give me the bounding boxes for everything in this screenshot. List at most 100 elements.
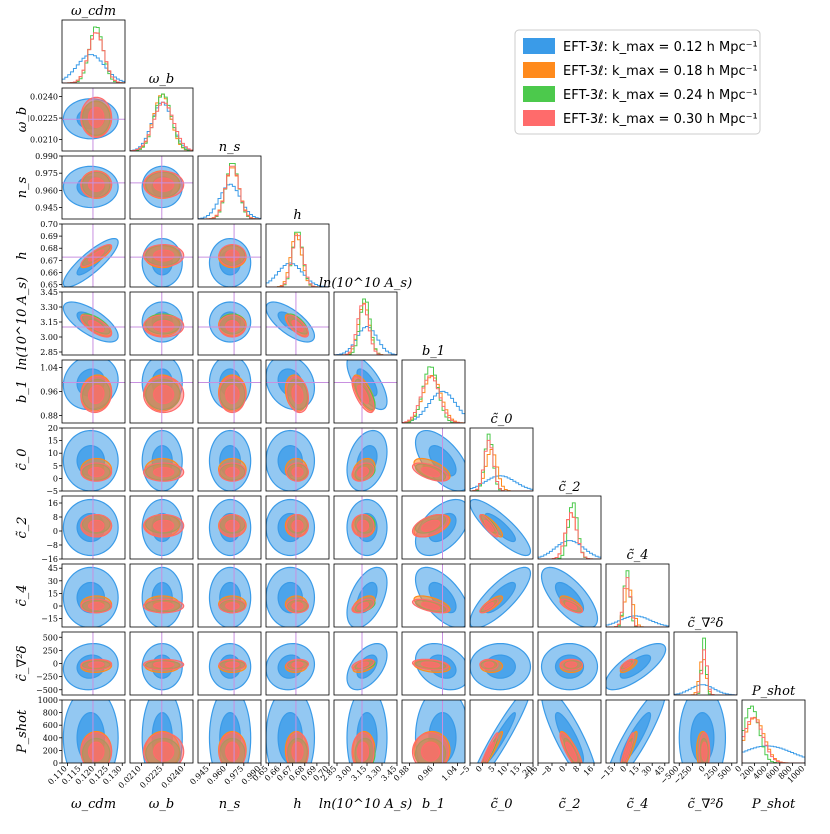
y-tick-label-9-0: −500 xyxy=(36,686,58,695)
panel-5-5 xyxy=(401,359,466,424)
contour-9-6-series-3-sigma1 xyxy=(483,661,495,668)
legend-label-1: EFT-3ℓ: k_max = 0.18 h Mpc⁻¹ xyxy=(563,64,758,79)
panel-3-3 xyxy=(265,223,330,288)
panel-frame xyxy=(129,563,194,628)
contour-8-0-series-3-sigma1 xyxy=(87,602,105,610)
y-tick-label-8-1: 0 xyxy=(53,602,58,611)
x-axis-label-6: c̃_0 xyxy=(490,797,512,812)
panel-1-0 xyxy=(59,87,126,152)
panel-frame xyxy=(61,563,126,628)
x-axis-label-3: h xyxy=(293,797,301,812)
panel-frame xyxy=(401,631,466,696)
histogram-4-series-3 xyxy=(334,303,397,355)
panel-frame xyxy=(265,495,330,560)
contour-7-6-series-3-sigma1 xyxy=(483,519,495,532)
y-tick-label-3-2: 0.67 xyxy=(40,256,58,265)
panel-frame xyxy=(129,359,194,424)
y-tick-label-9-3: 250 xyxy=(43,646,58,655)
contour-9-8-series-0-sigma1 xyxy=(619,654,652,679)
panel-6-4 xyxy=(333,427,398,492)
y-tick-label-10-4: 800 xyxy=(43,709,58,718)
panel-6-0 xyxy=(59,427,126,492)
histogram-7-series-0 xyxy=(538,540,601,559)
panel-10-0 xyxy=(59,699,126,766)
panel-frame xyxy=(129,155,194,220)
y-tick-label-2-2: 0.975 xyxy=(35,169,58,178)
y-tick-label-7-1: −8 xyxy=(46,541,58,550)
y-tick-label-8-0: −15 xyxy=(41,615,58,624)
contour-8-4-series-3-sigma1 xyxy=(356,602,370,610)
legend-swatch-0 xyxy=(523,38,555,54)
x-tick-label-4-2: 3.15 xyxy=(349,764,368,783)
diagonal-title-3: h xyxy=(293,208,301,223)
y-tick-label-3-3: 0.68 xyxy=(40,244,58,253)
diagonal-title-9: c̃_∇²δ xyxy=(688,616,724,631)
legend-label-2: EFT-3ℓ: k_max = 0.24 h Mpc⁻¹ xyxy=(563,88,758,103)
contour-9-8-series-3-sigma1 xyxy=(623,661,631,668)
contour-7-4-series-3-sigma1 xyxy=(356,519,370,532)
panel-6-1 xyxy=(129,427,194,492)
y-axis-label-10: P_shot xyxy=(15,709,30,754)
y-tick-label-2-0: 0.945 xyxy=(35,204,58,213)
panel-4-1 xyxy=(129,291,194,356)
contour-1-0-series-3-sigma1 xyxy=(87,106,105,128)
contour-4-3-series-3-sigma1 xyxy=(291,319,304,333)
legend-swatch-1 xyxy=(523,62,555,78)
panel-8-8 xyxy=(605,563,670,628)
x-axis-label-10: P_shot xyxy=(751,797,796,812)
diagonal-title-7: c̃_2 xyxy=(558,480,580,495)
contour-10-2-series-3-sigma1 xyxy=(225,741,240,762)
histogram-8-series-0 xyxy=(606,615,669,627)
panel-9-5 xyxy=(401,631,466,696)
panel-frame xyxy=(605,631,670,696)
contour-9-0-series-3-sigma1 xyxy=(87,661,105,668)
y-axis-label-5: b_1 xyxy=(15,380,30,403)
legend-frame xyxy=(514,29,761,135)
contour-3-0-series-3-sigma1 xyxy=(87,249,105,262)
y-tick-label-8-3: 30 xyxy=(48,577,58,586)
contour-10-7-series-3-sigma1 xyxy=(565,741,578,762)
panel-frame xyxy=(469,631,534,696)
y-tick-label-6-0: −5 xyxy=(46,487,58,496)
panel-frame xyxy=(197,291,262,356)
x-axis-label-8: c̃_4 xyxy=(626,797,648,812)
y-axis-label-8: c̃_4 xyxy=(15,584,30,606)
panel-7-0 xyxy=(59,495,126,560)
panel-frame xyxy=(61,87,126,152)
x-axis-label-2: n_s xyxy=(219,797,241,812)
contour-2-0-series-3-sigma1 xyxy=(87,177,105,192)
panel-4-4 xyxy=(333,291,398,356)
panel-frame xyxy=(197,427,262,492)
panel-5-2 xyxy=(197,359,262,424)
y-tick-label-9-1: −250 xyxy=(36,673,58,682)
histogram-5-series-2 xyxy=(402,366,465,423)
panel-1-1 xyxy=(129,87,194,152)
panel-frame xyxy=(469,699,534,764)
panel-5-4 xyxy=(333,359,398,424)
y-tick-label-7-2: 0 xyxy=(53,527,58,536)
panel-0-0 xyxy=(61,19,126,84)
panel-frame xyxy=(333,427,398,492)
contour-10-8-series-3-sigma1 xyxy=(623,741,631,762)
contour-8-1-series-3-sigma1 xyxy=(153,602,175,610)
contour-10-5-series-3-sigma1 xyxy=(420,741,441,762)
panel-8-0 xyxy=(59,563,126,628)
contour-6-3-series-3-sigma1 xyxy=(291,466,304,478)
x-tick-label-8-3: 30 xyxy=(640,764,654,778)
panel-6-5 xyxy=(401,427,466,492)
y-tick-label-8-4: 45 xyxy=(48,564,58,573)
contour-5-0-series-3-sigma1 xyxy=(87,384,105,405)
x-tick-label-8-0: −15 xyxy=(598,764,616,782)
contour-8-2-series-3-sigma1 xyxy=(225,602,240,610)
panel-10-6 xyxy=(469,699,534,766)
panel-frame xyxy=(401,427,466,492)
panel-frame xyxy=(265,359,330,424)
y-tick-label-3-4: 0.69 xyxy=(40,232,58,241)
panel-10-7 xyxy=(537,699,602,766)
panel-frame xyxy=(129,87,194,152)
x-tick-label-7-2: 0 xyxy=(557,764,567,774)
panel-frame xyxy=(61,155,126,220)
panel-9-0 xyxy=(59,631,126,696)
y-tick-label-4-2: 3.15 xyxy=(40,318,58,327)
